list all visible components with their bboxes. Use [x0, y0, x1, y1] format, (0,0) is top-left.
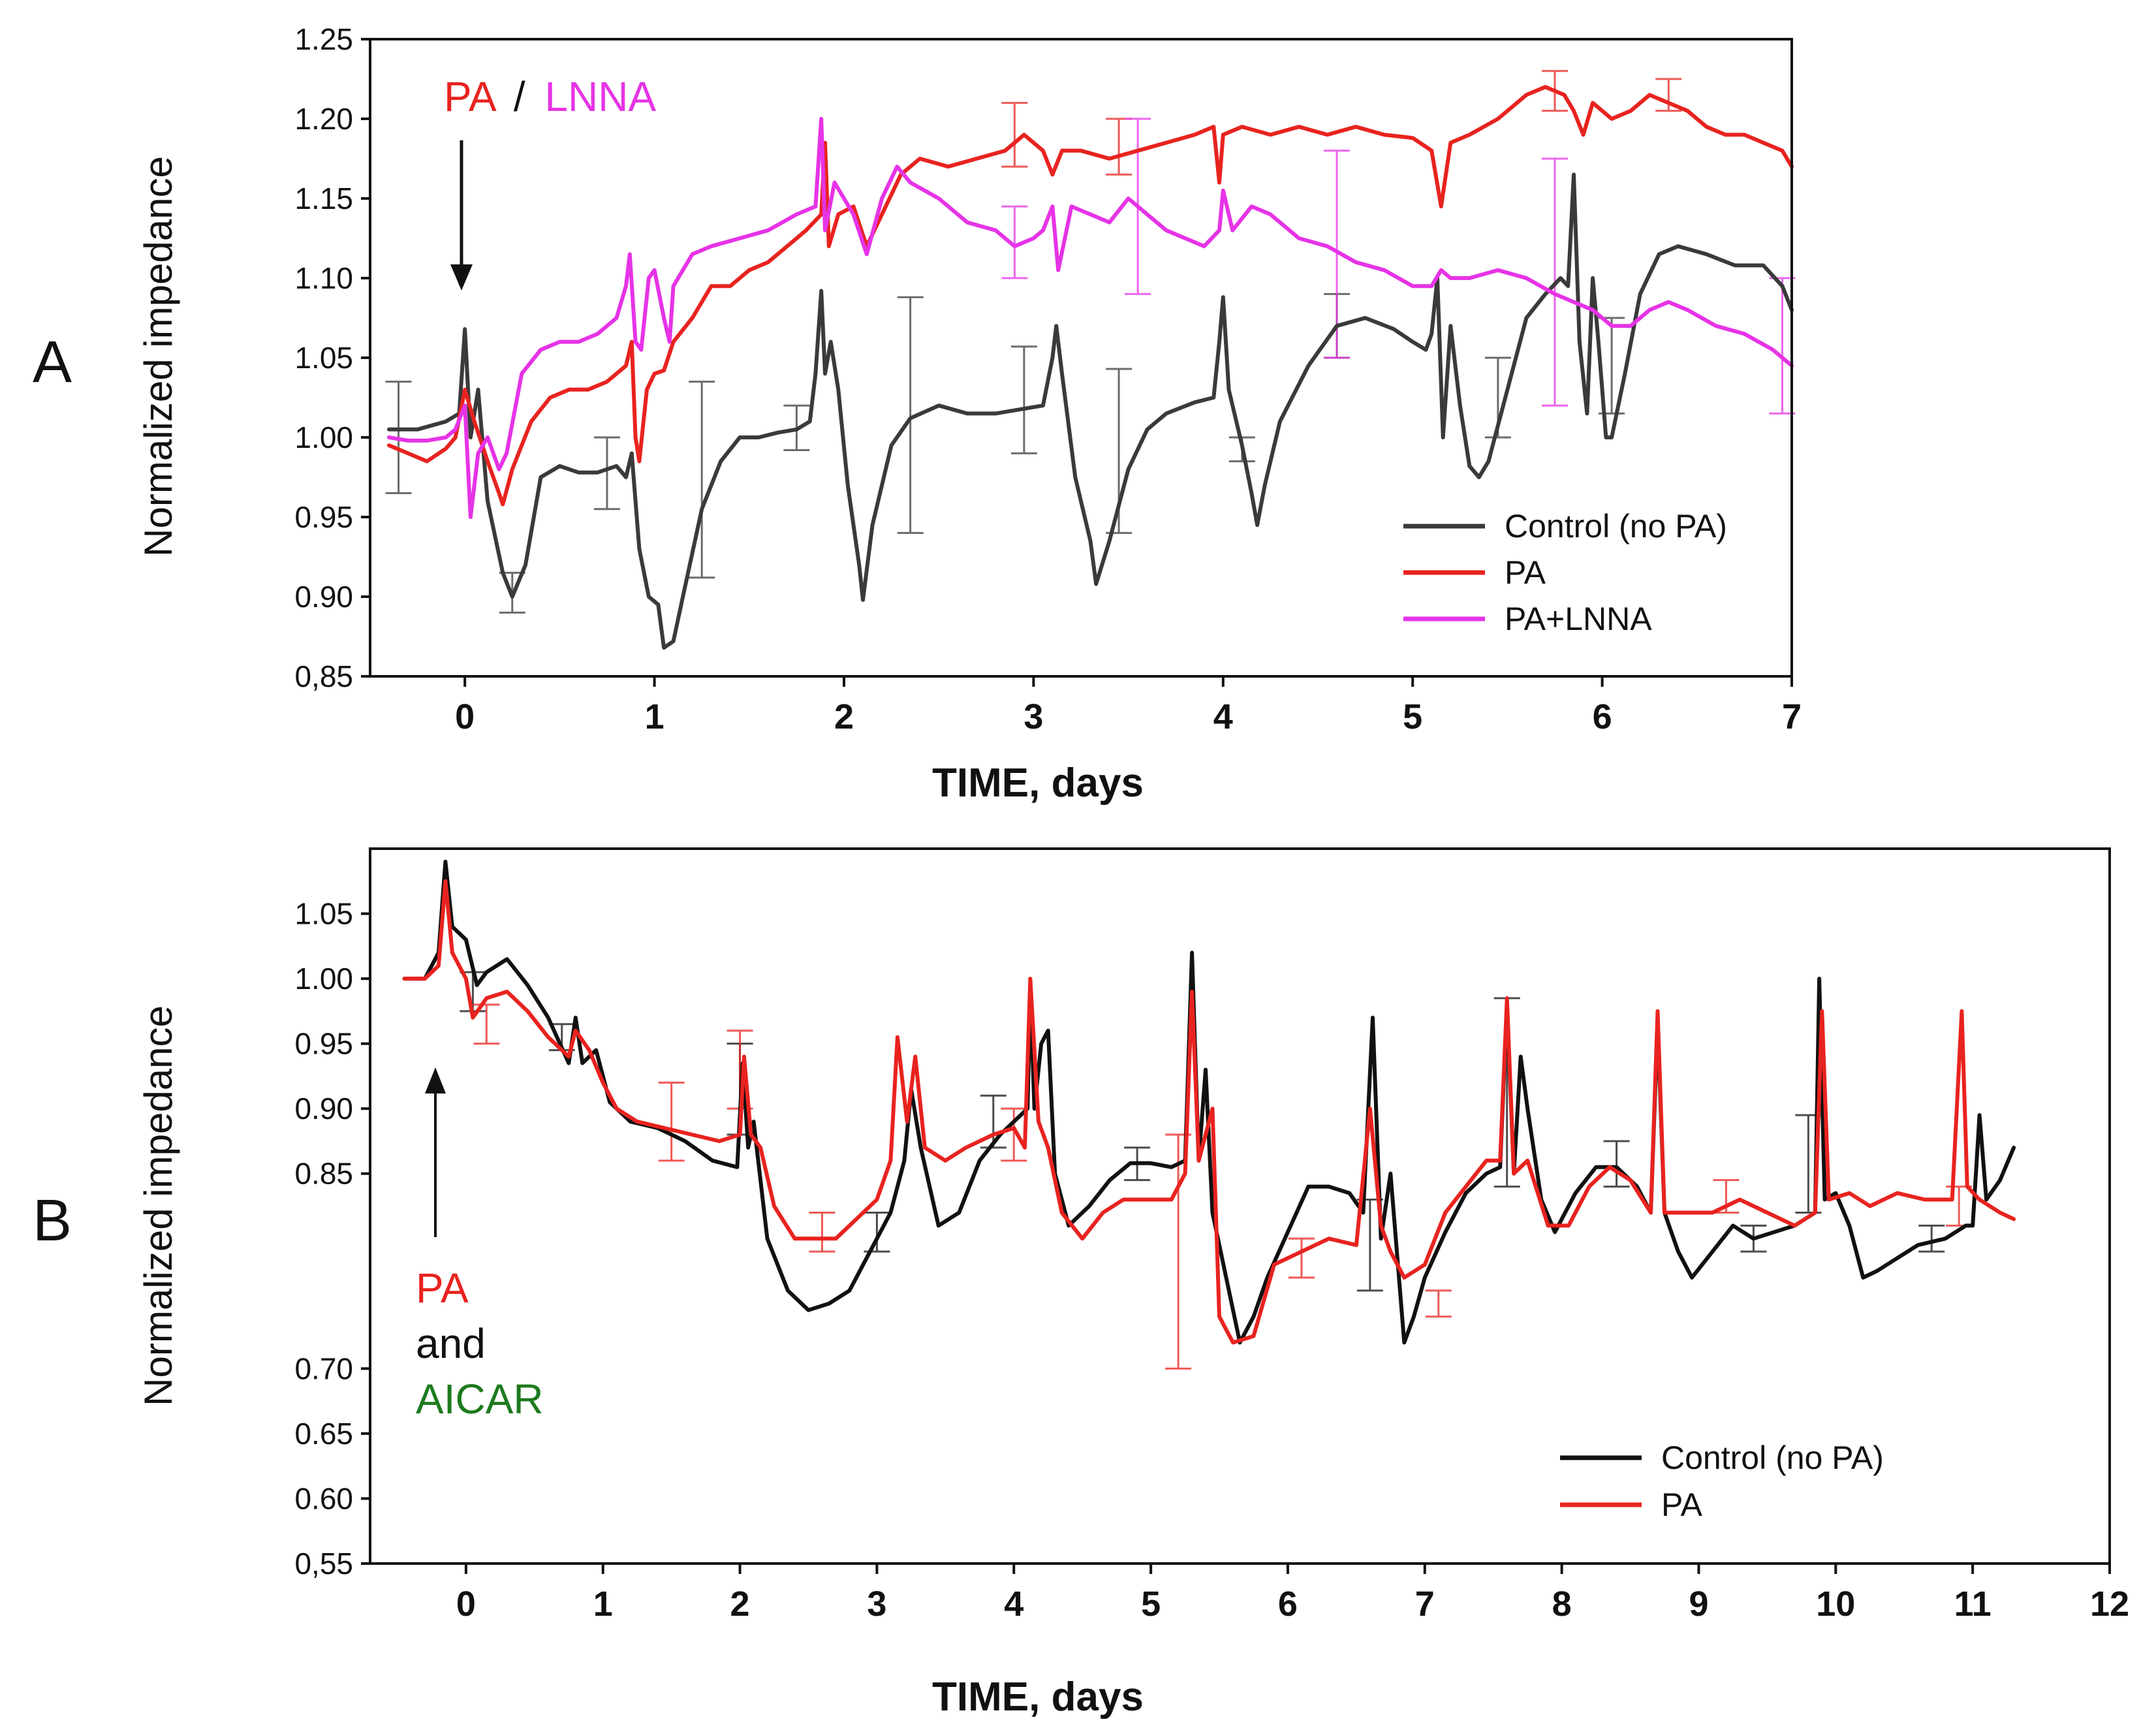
panel-b-x-tick-label: 10: [1816, 1584, 1855, 1624]
panel-b-x-tick-label: 4: [1004, 1584, 1023, 1624]
panel-b-y-tick-label: 1.00: [294, 962, 353, 996]
panel-a-annotation-lnna: LNNA: [544, 73, 656, 120]
panel-a-x-tick-label: 4: [1213, 697, 1233, 736]
panel-b-x-tick-label: 1: [593, 1584, 613, 1624]
panel-b-y-tick-label: 0,55: [294, 1547, 353, 1581]
panel-b-y-tick-label: 0.65: [294, 1417, 353, 1451]
panel-b-error-bar: [473, 1003, 500, 1045]
panel-a-x-tick-label: 6: [1593, 697, 1612, 736]
panel-a-y-tick-label: 1.15: [294, 181, 353, 215]
panel-b-y-axis-title: Normalized impedance: [136, 1005, 180, 1406]
panel-a-x-tick-label: 5: [1403, 697, 1422, 736]
panel-b-letter: B: [33, 1188, 72, 1253]
panel-b-annotation-aicar: AICAR: [416, 1376, 544, 1423]
panel-b-x-tick-label: 0: [456, 1584, 476, 1624]
panel-b-error-bar: [1603, 1140, 1630, 1188]
panel-b-y-tick-label: 0.90: [294, 1092, 353, 1125]
panel-b-y-tick-label: 0.70: [294, 1351, 353, 1385]
panel-a-y-axis-title: Normalized impedance: [136, 156, 180, 557]
panel-b-x-tick-label: 6: [1278, 1584, 1298, 1624]
panel-b-y-tick-label: 0.60: [294, 1481, 353, 1515]
panel-a-annotation-slash: /: [514, 73, 525, 120]
panel-a-y-tick-label: 1.20: [294, 102, 353, 136]
panel-a-y-tick-label: 1.10: [294, 261, 353, 295]
panel-a-error-bar: [1324, 149, 1351, 359]
panel-a-x-tick-label: 0: [455, 697, 475, 736]
panel-b-error-bar: [1946, 1186, 1973, 1227]
panel-b-y-tick-label: 0.85: [294, 1157, 353, 1191]
panel-b-y-tick-label: 0.95: [294, 1027, 353, 1061]
panel-b-error-bar: [1165, 1133, 1192, 1370]
panel-b-series-line-pa: [402, 879, 2016, 1345]
panel-b-x-tick-label: 8: [1552, 1584, 1572, 1624]
panel-a-error-bar: [1001, 205, 1028, 279]
panel-a-plot-frame: [369, 38, 1793, 678]
panel-b-error-bar: [1918, 1224, 1945, 1253]
panel-a-legend-label-pa: PA: [1505, 554, 1546, 591]
panel-a-x-tick-label: 3: [1023, 697, 1043, 736]
panel-b-y-tick-label: 1.05: [294, 897, 353, 931]
panel-b-error-bar: [1288, 1237, 1315, 1279]
panel-a-y-tick-label: 0.95: [294, 500, 353, 534]
panel-b-legend-label-control: Control (no PA): [1661, 1439, 1884, 1476]
panel-a-series-line-control-no-pa: [387, 172, 1794, 650]
panel-b-chart: B 0,55 0.60 0.65 0.70 0.85 0.90 0.95 1.00 1.05 0 1…: [33, 847, 2129, 1720]
panel-a-y-tick-label: 0,85: [294, 659, 353, 693]
panel-b-annotation-pa: PA: [416, 1265, 469, 1312]
panel-a-y-tick-label: 1.00: [294, 420, 353, 454]
panel-b-series-line-control-no-pa: [402, 859, 2016, 1345]
panel-a-y-tick-label: 1.05: [294, 341, 353, 375]
panel-b-x-axis-title: TIME, days: [932, 1675, 1144, 1720]
panel-a-y-tick-label: 1.25: [294, 22, 353, 56]
panel-b-x-tick-label: 5: [1141, 1584, 1161, 1624]
panel-a-x-tick-label: 2: [834, 697, 854, 736]
panel-a-error-bar: [689, 381, 715, 579]
panel-a-chart: A 0,85 0.90 0.95 1.00 1.05 1.10 1.15 1.20 1.25 0 1…: [33, 22, 1802, 806]
panel-a-series-line-pa-lnna: [387, 117, 1794, 519]
panel-a-error-bar: [1001, 102, 1028, 168]
panel-a-x-axis-title: TIME, days: [932, 761, 1144, 806]
panel-a-x-tick-label: 7: [1782, 697, 1802, 736]
panel-b-x-tick-label: 12: [2090, 1584, 2129, 1624]
panel-b-error-bar: [658, 1081, 685, 1162]
panel-b-arrow: [425, 1067, 446, 1237]
panel-a-y-tick-label: 0.90: [294, 580, 353, 614]
panel-b-x-tick-label: 3: [867, 1584, 886, 1624]
panel-a-legend-label-control: Control (no PA): [1505, 508, 1727, 544]
panel-b-x-tick-label: 9: [1689, 1584, 1708, 1624]
panel-b-legend-label-pa: PA: [1661, 1486, 1703, 1523]
panel-b-error-bar: [809, 1211, 836, 1253]
panel-b-error-bar: [1001, 1107, 1027, 1162]
panel-a-error-bar: [1106, 118, 1133, 176]
panel-a-series-line-pa: [387, 85, 1794, 507]
panel-b-annotation-and: and: [416, 1320, 486, 1367]
panel-a-legend: Control (no PA) PA PA+LNNA: [1403, 508, 1727, 637]
panel-b-error-bar: [980, 1094, 1007, 1149]
panel-b-x-tick-label: 7: [1415, 1584, 1435, 1624]
panel-a-annotation-pa-lnna: PA / LNNA: [444, 73, 656, 120]
panel-b-plot-frame: [369, 847, 2111, 1565]
panel-a-arrow: [450, 140, 473, 291]
panel-a-x-tick-label: 1: [645, 697, 664, 736]
panel-a-letter: A: [33, 330, 72, 395]
panel-a-error-bar: [897, 296, 924, 534]
panel-a-error-bar: [1655, 78, 1682, 112]
panel-a-error-bar: [1010, 345, 1037, 454]
panel-b-legend: Control (no PA) PA: [1560, 1439, 1884, 1523]
panel-b-error-bar: [1425, 1289, 1452, 1318]
panel-b-x-tick-label: 11: [1954, 1584, 1992, 1624]
panel-a-annotation-pa: PA: [444, 73, 497, 120]
panel-a-legend-label-pa-lnna: PA+LNNA: [1505, 601, 1652, 637]
panel-a-error-bar: [594, 436, 620, 511]
panel-b-x-tick-label: 2: [730, 1584, 750, 1624]
